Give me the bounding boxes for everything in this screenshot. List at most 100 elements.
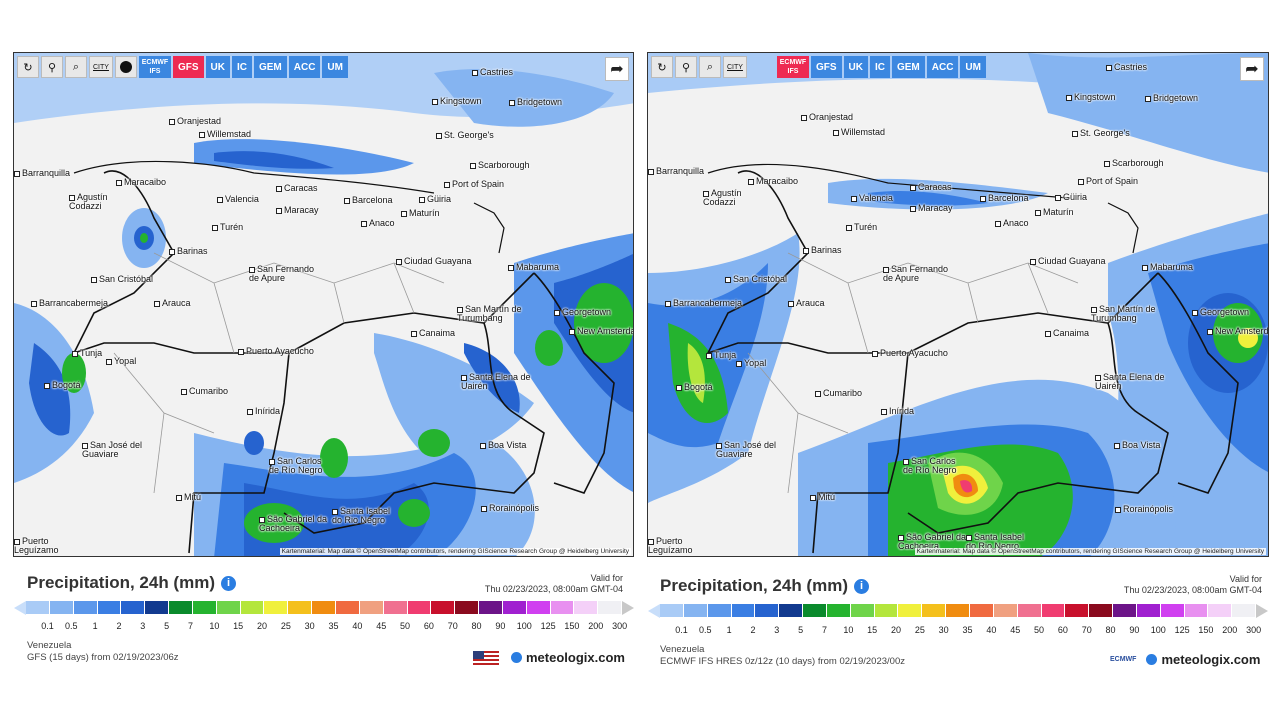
city-toggle-button[interactable]: CITY bbox=[89, 56, 113, 78]
model-uk-button[interactable]: UK bbox=[205, 56, 230, 78]
city-label: Kingstown bbox=[1066, 93, 1116, 102]
colorbar-tick-label: 25 bbox=[914, 625, 925, 635]
city-label: San Carlos de Río Negro bbox=[903, 457, 963, 475]
model-gem-button[interactable]: GEM bbox=[891, 56, 925, 78]
city-label: Maracay bbox=[910, 204, 953, 213]
colorbar-tick-label: 70 bbox=[447, 621, 458, 631]
zoom-out-icon[interactable]: ⌕ bbox=[65, 56, 87, 78]
meteologix-logo-icon bbox=[1146, 654, 1158, 665]
colorbar-tick-label: 45 bbox=[1010, 625, 1021, 635]
info-icon[interactable]: i bbox=[220, 576, 236, 591]
city-label: Bridgetown bbox=[1145, 94, 1198, 103]
info-icon[interactable]: i bbox=[853, 579, 869, 594]
model-ecmwf-button[interactable]: ECMWF IFS bbox=[138, 56, 171, 78]
legend-title-text: Precipitation, 24h (mm) bbox=[27, 573, 215, 592]
model-um-button[interactable]: UM bbox=[960, 56, 986, 78]
colorbar-tick-label: 40 bbox=[352, 621, 363, 631]
city-label: Maracaibo bbox=[748, 177, 798, 186]
zoom-out-icon[interactable]: ⌕ bbox=[699, 56, 721, 78]
model-acc-button[interactable]: ACC bbox=[288, 56, 321, 78]
city-label: Inírida bbox=[247, 407, 280, 416]
model-ic-button[interactable]: IC bbox=[869, 56, 890, 78]
colorbar-tick-label: 200 bbox=[588, 621, 604, 631]
colorbar-tick-label: 3 bbox=[774, 625, 780, 635]
colorbar-swatch bbox=[946, 604, 970, 617]
valid-time-right: Valid for Thu 02/23/2023, 08:00am GMT-04 bbox=[1062, 574, 1262, 596]
region-label: Venezuela bbox=[660, 644, 705, 655]
colorbar-swatch bbox=[359, 601, 384, 614]
brand-left[interactable]: meteologix.com bbox=[473, 650, 625, 665]
colorbar-swatch bbox=[1184, 604, 1209, 617]
model-gem-button[interactable]: GEM bbox=[253, 56, 287, 78]
location-pin-icon[interactable]: ⚲ bbox=[41, 56, 63, 78]
model-acc-button[interactable]: ACC bbox=[926, 56, 959, 78]
model-gfs-button[interactable]: GFS bbox=[172, 56, 204, 78]
legend-title-right: Precipitation, 24h (mm) i bbox=[660, 576, 869, 596]
city-label: Port of Spain bbox=[1078, 177, 1138, 186]
colorbar-tick-label: 60 bbox=[423, 621, 434, 631]
city-label: Scarborough bbox=[1104, 159, 1164, 168]
colorbar-swatch bbox=[431, 601, 456, 614]
colorbar-swatch bbox=[526, 601, 551, 614]
colorbar-swatch bbox=[898, 604, 923, 617]
share-icon[interactable]: ➦ bbox=[1240, 57, 1264, 81]
colorbar-swatch bbox=[660, 604, 684, 617]
colorbar-swatch bbox=[502, 601, 527, 614]
footer-left: Venezuela GFS (15 days) from 02/19/2023/… bbox=[27, 640, 179, 664]
city-label: Rorainópolis bbox=[481, 504, 539, 513]
city-label: Tunja bbox=[706, 351, 736, 360]
brand-right[interactable]: ECMWF meteologix.com bbox=[1110, 652, 1260, 667]
city-label: Valencia bbox=[851, 194, 893, 203]
refresh-icon[interactable]: ↻ bbox=[17, 56, 39, 78]
colorbar-tick-label: 5 bbox=[798, 625, 804, 635]
footer-right: Venezuela ECMWF IFS HRES 0z/12z (10 days… bbox=[660, 644, 905, 668]
colorbar-swatch bbox=[216, 601, 241, 614]
model-gfs-button[interactable]: GFS bbox=[810, 56, 842, 78]
model-uk-button[interactable]: UK bbox=[843, 56, 868, 78]
city-label: Maracay bbox=[276, 206, 319, 215]
colorbar-tick-label: 1 bbox=[726, 625, 732, 635]
city-label: St. George's bbox=[1072, 129, 1130, 138]
ecmwf-precipitation-map[interactable]: ↻ ⚲ ⌕ CITY ECMWF IFS GFS UK IC GEM ACC U… bbox=[647, 52, 1269, 557]
city-label: Agustín Codazzi bbox=[703, 188, 742, 207]
colorbar-tick-label: 35 bbox=[962, 625, 973, 635]
city-label: Barinas bbox=[169, 247, 208, 256]
model-run-label: ECMWF IFS HRES 0z/12z (10 days) from 02/… bbox=[660, 656, 905, 667]
share-icon[interactable]: ➦ bbox=[605, 57, 629, 81]
colorbar-arrow-left bbox=[14, 600, 26, 615]
city-label: Arauca bbox=[154, 299, 191, 308]
colorbar-tick-label: 5 bbox=[164, 621, 170, 631]
city-label: Güiria bbox=[1055, 193, 1087, 202]
colorbar-swatch bbox=[874, 604, 899, 617]
city-label: Turén bbox=[846, 223, 877, 232]
colorbar-tick-label: 3 bbox=[140, 621, 146, 631]
city-label: Port of Spain bbox=[444, 180, 504, 189]
city-label: Scarborough bbox=[470, 161, 530, 170]
colorbar-tick-label: 45 bbox=[376, 621, 387, 631]
colorbar-tick-label: 125 bbox=[540, 621, 556, 631]
city-label: Tunja bbox=[72, 349, 102, 358]
city-label: Willemstad bbox=[199, 130, 251, 139]
model-ecmwf-button[interactable]: ECMWF IFS bbox=[776, 56, 809, 78]
city-label: San José del Guaviare bbox=[82, 441, 152, 459]
model-um-button[interactable]: UM bbox=[322, 56, 348, 78]
refresh-icon[interactable]: ↻ bbox=[651, 56, 673, 78]
colorbar-swatch bbox=[731, 604, 756, 617]
colorbar-swatch bbox=[993, 604, 1018, 617]
ecmwf-logo-icon: ECMWF bbox=[1110, 655, 1137, 663]
model-ic-button[interactable]: IC bbox=[231, 56, 252, 78]
city-label: CITY bbox=[727, 63, 743, 71]
colorbar-tick-label: 0.5 bbox=[65, 621, 78, 631]
marker-dot-icon[interactable] bbox=[114, 56, 137, 78]
gfs-precipitation-map[interactable]: ↻ ⚲ ⌕ CITY ECMWF IFS GFS UK IC GEM ACC U… bbox=[13, 52, 634, 557]
colorbar-swatch bbox=[1232, 604, 1257, 617]
city-label: CITY bbox=[93, 63, 109, 71]
location-pin-icon[interactable]: ⚲ bbox=[675, 56, 697, 78]
colorbar-left bbox=[14, 600, 635, 615]
colorbar-swatch bbox=[598, 601, 623, 614]
city-label: Mitú bbox=[176, 493, 201, 502]
colorbar-tick-label: 125 bbox=[1174, 625, 1190, 635]
city-toggle-button[interactable]: CITY bbox=[723, 56, 747, 78]
city-label: Santa Isabel do Rio Negro bbox=[966, 533, 1036, 551]
city-label: San José del Guaviare bbox=[716, 441, 786, 459]
